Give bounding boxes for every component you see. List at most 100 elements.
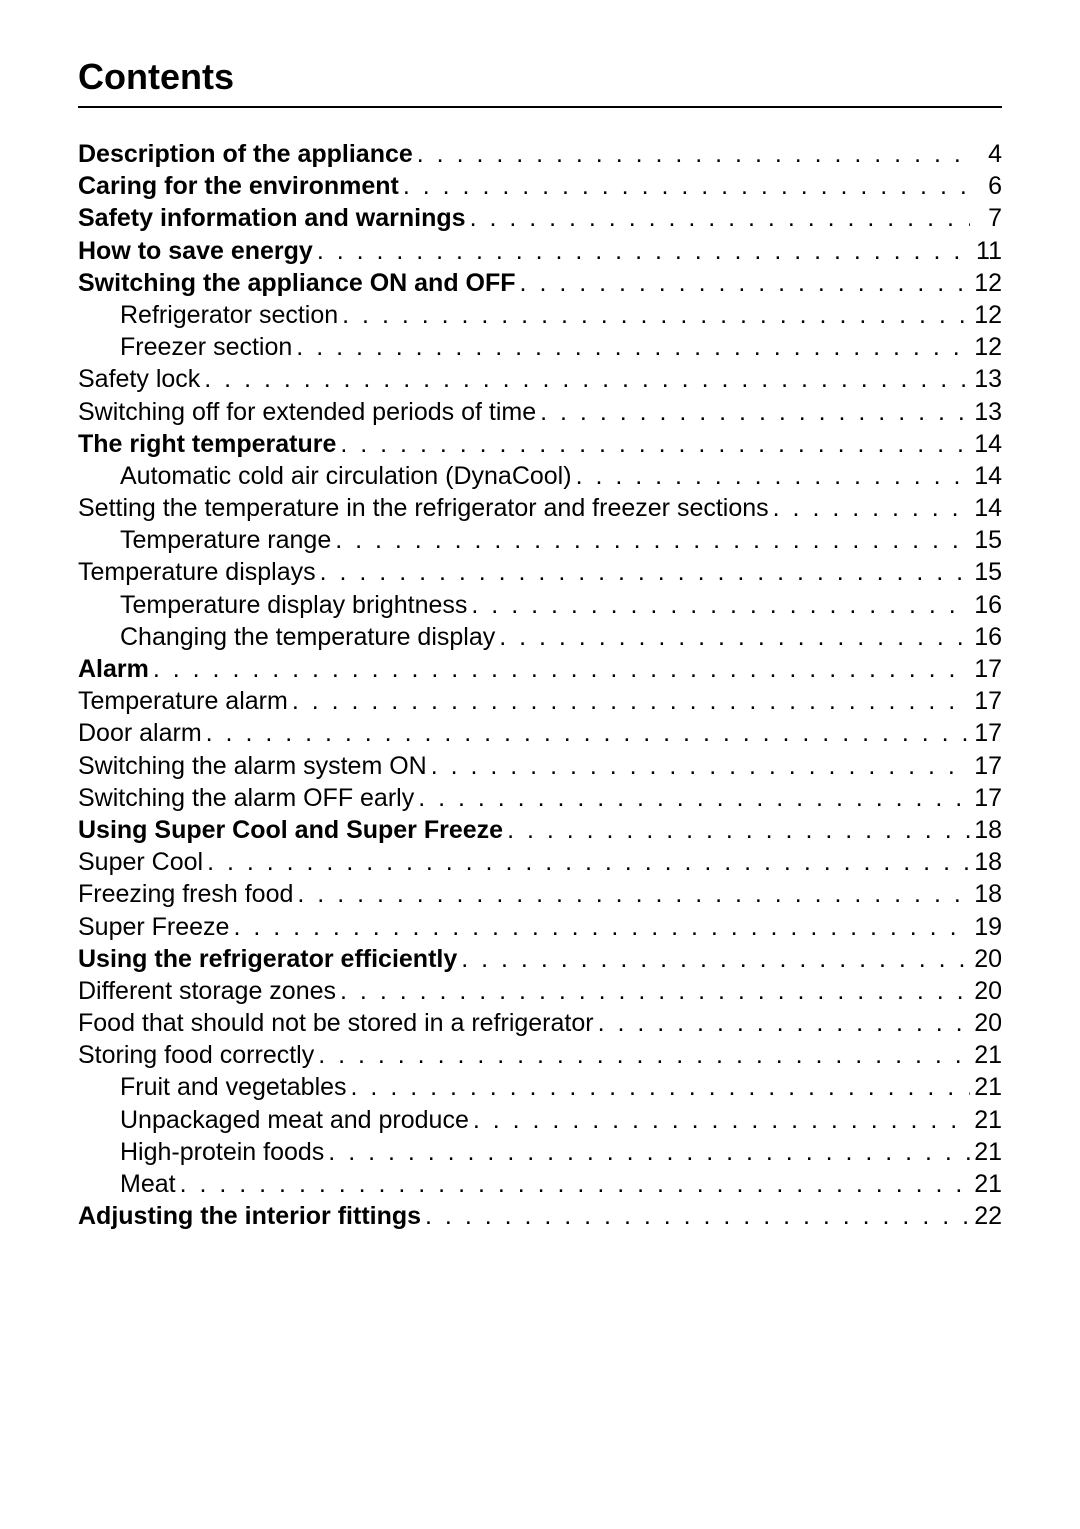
- toc-leader-dots: [336, 432, 970, 457]
- toc-row: Unpackaged meat and produce21: [78, 1108, 1002, 1133]
- toc-leader-dots: [414, 786, 970, 811]
- toc-label: Temperature display brightness: [78, 593, 467, 618]
- toc-label: Temperature range: [78, 528, 331, 553]
- page-title: Contents: [78, 56, 1002, 98]
- toc-leader-dots: [467, 593, 970, 618]
- toc-leader-dots: [293, 882, 970, 907]
- toc-label: The right temperature: [78, 432, 336, 457]
- toc-label: Super Freeze: [78, 915, 229, 940]
- toc-row: Switching the alarm OFF early17: [78, 786, 1002, 811]
- toc-row: Caring for the environment6: [78, 174, 1002, 199]
- toc-row: Alarm 17: [78, 657, 1002, 682]
- toc-row: Switching the alarm system ON 17: [78, 754, 1002, 779]
- toc-leader-dots: [769, 496, 970, 521]
- toc-leader-dots: [594, 1011, 970, 1036]
- toc-label: How to save energy: [78, 239, 313, 264]
- toc-label: Description of the appliance: [78, 142, 413, 167]
- toc-row: Temperature displays15: [78, 560, 1002, 585]
- toc-row: Refrigerator section 12: [78, 303, 1002, 328]
- toc-row: Temperature range15: [78, 528, 1002, 553]
- toc-leader-dots: [427, 754, 970, 779]
- toc-leader-dots: [399, 174, 970, 199]
- toc-row: Fruit and vegetables 21: [78, 1075, 1002, 1100]
- toc-label: Refrigerator section: [78, 303, 338, 328]
- toc-row: Temperature display brightness 16: [78, 593, 1002, 618]
- toc-row: Switching off for extended periods of ti…: [78, 400, 1002, 425]
- toc-row: Setting the temperature in the refrigera…: [78, 496, 1002, 521]
- toc-label: Unpackaged meat and produce: [78, 1108, 469, 1133]
- toc-label: Using the refrigerator efficiently: [78, 947, 457, 972]
- toc-leader-dots: [229, 915, 970, 940]
- toc-label: Safety lock: [78, 367, 200, 392]
- toc-page-number: 16: [970, 593, 1002, 618]
- toc-page-number: 12: [970, 335, 1002, 360]
- toc-row: Using the refrigerator efficiently20: [78, 947, 1002, 972]
- toc-row: How to save energy11: [78, 239, 1002, 264]
- toc-page-number: 17: [970, 721, 1002, 746]
- toc-row: The right temperature14: [78, 432, 1002, 457]
- toc-page-number: 22: [970, 1204, 1002, 1229]
- toc-label: Switching off for extended periods of ti…: [78, 400, 536, 425]
- toc-label: Freezer section: [78, 335, 292, 360]
- table-of-contents: Description of the appliance 4 Caring for …: [78, 142, 1002, 1229]
- toc-page-number: 14: [970, 464, 1002, 489]
- toc-leader-dots: [336, 979, 970, 1004]
- toc-leader-dots: [331, 528, 970, 553]
- toc-page-number: 12: [970, 271, 1002, 296]
- page: Contents Description of the appliance 4 Ca…: [0, 0, 1080, 1529]
- toc-leader-dots: [203, 850, 970, 875]
- toc-row: Switching the appliance ON and OFF 12: [78, 271, 1002, 296]
- toc-page-number: 16: [970, 625, 1002, 650]
- toc-page-number: 21: [970, 1043, 1002, 1068]
- toc-page-number: 17: [970, 689, 1002, 714]
- toc-row: Food that should not be stored in a refr…: [78, 1011, 1002, 1036]
- toc-leader-dots: [314, 1043, 970, 1068]
- toc-label: Temperature displays: [78, 560, 316, 585]
- toc-label: Different storage zones: [78, 979, 336, 1004]
- toc-leader-dots: [413, 142, 970, 167]
- toc-leader-dots: [176, 1172, 970, 1197]
- toc-page-number: 18: [970, 882, 1002, 907]
- toc-row: Automatic cold air circulation (DynaCool…: [78, 464, 1002, 489]
- toc-row: Super Cool18: [78, 850, 1002, 875]
- toc-label: Setting the temperature in the refrigera…: [78, 496, 769, 521]
- toc-row: Safety information and warnings7: [78, 206, 1002, 231]
- toc-page-number: 12: [970, 303, 1002, 328]
- toc-label: Alarm: [78, 657, 149, 682]
- toc-row: High-protein foods 21: [78, 1140, 1002, 1165]
- toc-label: Adjusting the interior fittings: [78, 1204, 421, 1229]
- toc-label: Using Super Cool and Super Freeze: [78, 818, 503, 843]
- toc-label: Super Cool: [78, 850, 203, 875]
- toc-row: Different storage zones 20: [78, 979, 1002, 1004]
- toc-leader-dots: [288, 689, 970, 714]
- toc-row: Door alarm17: [78, 721, 1002, 746]
- toc-label: Caring for the environment: [78, 174, 399, 199]
- toc-leader-dots: [347, 1075, 970, 1100]
- toc-leader-dots: [495, 625, 970, 650]
- toc-row: Safety lock13: [78, 367, 1002, 392]
- toc-page-number: 4: [970, 142, 1002, 167]
- toc-leader-dots: [313, 239, 970, 264]
- toc-page-number: 17: [970, 754, 1002, 779]
- toc-label: Fruit and vegetables: [78, 1075, 347, 1100]
- toc-page-number: 13: [970, 400, 1002, 425]
- toc-page-number: 17: [970, 657, 1002, 682]
- toc-leader-dots: [536, 400, 970, 425]
- toc-label: Temperature alarm: [78, 689, 288, 714]
- toc-leader-dots: [202, 721, 970, 746]
- toc-page-number: 21: [970, 1172, 1002, 1197]
- toc-page-number: 21: [970, 1075, 1002, 1100]
- toc-leader-dots: [338, 303, 970, 328]
- toc-page-number: 7: [970, 206, 1002, 231]
- toc-leader-dots: [200, 367, 970, 392]
- toc-leader-dots: [421, 1204, 970, 1229]
- toc-label: Food that should not be stored in a refr…: [78, 1011, 594, 1036]
- toc-label: Switching the alarm system ON: [78, 754, 427, 779]
- toc-row: Temperature alarm 17: [78, 689, 1002, 714]
- toc-label: High-protein foods: [78, 1140, 324, 1165]
- toc-page-number: 20: [970, 979, 1002, 1004]
- toc-label: Switching the appliance ON and OFF: [78, 271, 516, 296]
- toc-row: Adjusting the interior fittings 22: [78, 1204, 1002, 1229]
- toc-leader-dots: [469, 1108, 970, 1133]
- toc-page-number: 21: [970, 1140, 1002, 1165]
